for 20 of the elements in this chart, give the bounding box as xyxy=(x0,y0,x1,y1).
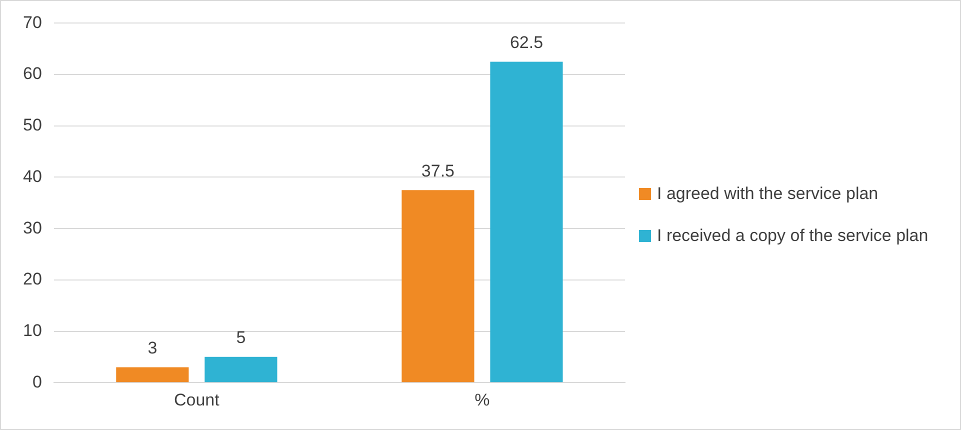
x-tick-label: % xyxy=(474,390,490,410)
x-tick-label: Count xyxy=(174,390,220,410)
data-label: 5 xyxy=(236,328,246,348)
bar xyxy=(204,356,278,382)
legend-label: I received a copy of the service plan xyxy=(657,225,928,247)
y-tick-label: 70 xyxy=(22,12,42,32)
bar xyxy=(490,62,563,382)
data-label: 37.5 xyxy=(421,161,455,180)
data-label: 62.5 xyxy=(510,32,544,52)
y-tick-label: 30 xyxy=(22,218,42,238)
y-tick-label: 50 xyxy=(22,116,42,135)
legend-label: I agreed with the service plan xyxy=(657,183,878,205)
y-tick-label: 10 xyxy=(22,320,42,340)
y-tick-label: 0 xyxy=(32,372,42,392)
bar xyxy=(116,367,189,382)
bar xyxy=(402,190,474,382)
y-tick-label: 60 xyxy=(22,64,42,84)
y-tick-label: 20 xyxy=(22,270,42,289)
data-label: 3 xyxy=(148,338,158,358)
y-tick-label: 40 xyxy=(22,166,42,186)
